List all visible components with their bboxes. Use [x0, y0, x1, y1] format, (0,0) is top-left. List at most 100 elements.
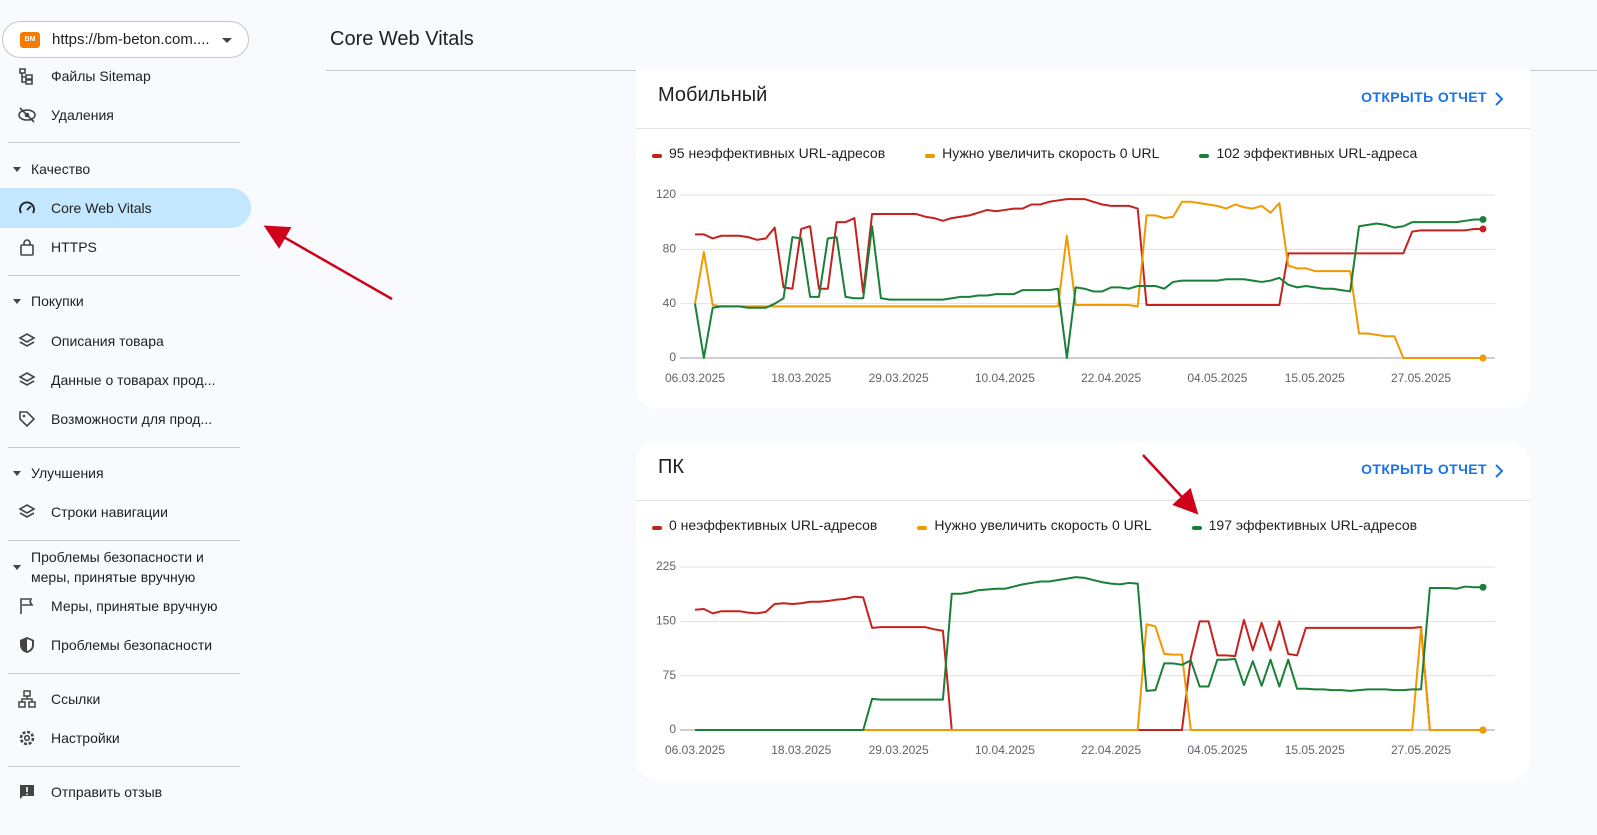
card-divider [636, 500, 1530, 501]
nav-item[interactable]: Удаления [0, 95, 251, 135]
property-icon: BM [20, 32, 40, 48]
legend-swatch [1199, 154, 1210, 158]
nav-item[interactable]: Описания товара [0, 321, 251, 361]
nav-item[interactable]: Возможности для прод... [0, 399, 251, 439]
nav-icon [19, 68, 33, 85]
series-line [695, 576, 1483, 731]
chevron-icon [1495, 92, 1504, 106]
legend: 95 неэффективных URL-адресов Нужно увелич… [652, 145, 1417, 161]
legend-label: Нужно увеличить скорость 0 URL [934, 517, 1152, 533]
collapse-icon [13, 471, 21, 476]
x-tick-label: 27.05.2025 [1391, 743, 1451, 757]
legend-item: 95 неэффективных URL-адресов [652, 145, 885, 161]
nav-label: Отправить отзыв [51, 784, 163, 800]
nav-icon [19, 411, 36, 428]
y-tick-label: 80 [663, 242, 677, 256]
nav-label: Удаления [51, 107, 114, 123]
chart: 0 40 80 120 06.03.2025 18.03.2025 29.03.2025 10… [656, 187, 1495, 385]
legend-label: 197 эффективных URL-адресов [1208, 517, 1418, 533]
nav-label: Описания товара [51, 333, 164, 349]
nav-label: Настройки [51, 730, 120, 746]
collapse-icon [13, 167, 21, 172]
nav-label: Данные о товарах прод... [51, 372, 216, 388]
legend-label: Нужно увеличить скорость 0 URL [942, 145, 1160, 161]
nav-item[interactable]: HTTPS [0, 227, 251, 267]
open-report-link[interactable]: ОТКРЫТЬ ОТЧЕТ [1361, 89, 1487, 105]
x-tick-label: 04.05.2025 [1187, 743, 1247, 757]
y-tick-label: 120 [656, 187, 676, 201]
nav-item[interactable]: Отправить отзыв [0, 772, 251, 812]
collapse-icon [13, 565, 21, 570]
legend-item: 197 эффективных URL-адресов [1191, 517, 1418, 533]
property-url: https://bm-beton.com.... [52, 31, 210, 48]
nav-icon [18, 107, 36, 123]
nav-item[interactable]: Настройки [0, 718, 251, 758]
x-tick-label: 10.04.2025 [975, 371, 1035, 385]
nav-icon [20, 598, 34, 614]
nav-item[interactable]: Файлы Sitemap [0, 56, 251, 96]
nav-label: Меры, принятые вручную [51, 598, 218, 614]
divider [8, 447, 240, 448]
legend-swatch [652, 154, 662, 158]
annotation-arrow [263, 225, 393, 301]
x-tick-label: 06.03.2025 [665, 371, 725, 385]
end-point [1479, 215, 1487, 223]
x-tick-label: 22.04.2025 [1081, 371, 1141, 385]
x-tick-label: 10.04.2025 [975, 743, 1035, 757]
nav-icon [20, 637, 34, 653]
x-tick-label: 15.05.2025 [1285, 371, 1345, 385]
nav-item[interactable]: Проблемы безопасности [0, 625, 251, 665]
legend: 0 неэффективных URL-адресов Нужно увеличи… [652, 517, 1417, 533]
series-line [694, 218, 1483, 359]
chart-card: Мобильный ОТКРЫТЬ ОТЧЕТ 95 неэффективных… [636, 69, 1530, 409]
chart-card: ПК ОТКРЫТЬ ОТЧЕТ 0 неэффективных URL-адр… [636, 441, 1530, 781]
end-point [1479, 583, 1487, 591]
property-selector[interactable]: BM https://bm-beton.com.... [2, 21, 249, 58]
legend-swatch [652, 526, 662, 530]
nav-icon [18, 504, 36, 518]
chart: 0 75 150 225 06.03.2025 18.03.2025 29.03.2025 1… [656, 559, 1495, 757]
section-title: Покупки [31, 293, 84, 309]
nav-icon [20, 785, 34, 799]
section-title: Проблемы безопасности и меры, принятые в… [31, 549, 204, 585]
nav-label: Ссылки [51, 691, 101, 707]
y-tick-label: 225 [656, 559, 676, 573]
y-tick-label: 40 [663, 296, 677, 310]
x-tick-label: 22.04.2025 [1081, 743, 1141, 757]
legend-label: 0 неэффективных URL-адресов [669, 517, 878, 533]
divider [8, 540, 240, 541]
legend-item: 102 эффективных URL-адреса [1199, 145, 1417, 161]
y-tick-label: 75 [663, 668, 677, 682]
chevron-icon [1495, 464, 1504, 478]
x-tick-label: 04.05.2025 [1187, 371, 1247, 385]
divider [8, 275, 240, 276]
nav-item[interactable]: Ссылки [0, 679, 251, 719]
nav-label: Файлы Sitemap [51, 68, 151, 84]
nav-label: Возможности для прод... [51, 411, 213, 427]
nav-icon [18, 372, 36, 386]
x-tick-label: 27.05.2025 [1391, 371, 1451, 385]
open-report-link[interactable]: ОТКРЫТЬ ОТЧЕТ [1361, 461, 1487, 477]
nav-item[interactable]: Меры, принятые вручную [0, 586, 251, 626]
legend-item: 0 неэффективных URL-адресов [652, 517, 877, 533]
section-title: Качество [31, 161, 91, 177]
nav-item-active[interactable]: Core Web Vitals [0, 188, 251, 228]
divider [8, 142, 240, 143]
x-tick-label: 18.03.2025 [771, 371, 831, 385]
legend-item: Нужно увеличить скорость 0 URL [917, 517, 1152, 533]
x-tick-label: 15.05.2025 [1285, 743, 1345, 757]
series-line [694, 595, 1483, 731]
x-tick-label: 29.03.2025 [869, 371, 929, 385]
x-tick-label: 29.03.2025 [869, 743, 929, 757]
dropdown-caret [222, 38, 232, 43]
nav-item[interactable]: Данные о товарах прод... [0, 360, 251, 400]
y-tick-label: 150 [656, 614, 676, 628]
collapse-icon [13, 299, 21, 304]
nav-icon [19, 201, 35, 214]
legend-label: 95 неэффективных URL-адресов [669, 145, 886, 161]
nav-item[interactable]: Строки навигации [0, 492, 251, 532]
nav-label: HTTPS [51, 239, 97, 255]
y-tick-label: 0 [669, 722, 676, 736]
series-line [695, 198, 1483, 307]
